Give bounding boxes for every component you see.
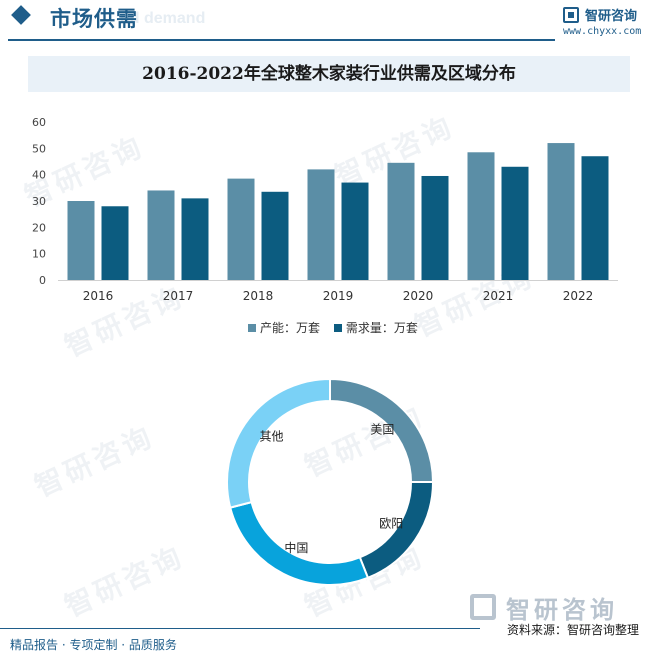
x-tick-label: 2017 <box>163 289 194 303</box>
chart-legend: 产能：万套 需求量：万套 <box>248 319 428 335</box>
y-tick-label: 0 <box>39 274 46 287</box>
donut-slice-label: 中国 <box>284 540 308 555</box>
brand-icon <box>563 7 579 23</box>
x-tick-label: 2021 <box>483 289 514 303</box>
bar-production <box>307 169 335 280</box>
bar-production <box>147 190 175 280</box>
bar-production <box>387 162 415 280</box>
chart-title-band: 2016-2022年全球整木家装行业供需及区域分布 <box>28 56 630 92</box>
bar-demand <box>421 175 449 280</box>
x-tick-label: 2020 <box>403 289 434 303</box>
bar-demand <box>101 206 129 280</box>
chart-title: 2016-2022年全球整木家装行业供需及区域分布 <box>142 64 516 84</box>
donut-slice-label: 其他 <box>260 430 284 444</box>
watermark-text: 智研咨询 <box>59 539 190 624</box>
source-note: 资料来源：智研咨询整理 <box>507 623 640 637</box>
legend-swatch-demand <box>333 324 342 332</box>
bar-demand <box>581 156 609 280</box>
y-tick-label: 60 <box>32 116 46 129</box>
bar-production <box>547 143 575 280</box>
y-tick-label: 50 <box>32 142 46 155</box>
bar-production <box>67 201 95 280</box>
x-tick-label: 2019 <box>323 289 354 303</box>
bar-demand <box>501 166 529 280</box>
legend-item-demand: 需求量：万套 <box>333 319 418 336</box>
legend-label-production: 产能：万套 <box>260 321 321 335</box>
footer-tagline: 精品报告 · 专项定制 · 品质服务 <box>10 638 177 652</box>
page-header: nd demand 市场供需 智研咨询 www.chyxx.com <box>0 0 657 41</box>
section-title: 市场供需 <box>50 7 138 31</box>
brand-name: 智研咨询 <box>585 9 638 24</box>
x-tick-label: 2022 <box>563 289 594 303</box>
legend-item-production: 产能：万套 <box>248 319 320 336</box>
donut-slice-label: 美国 <box>370 423 394 437</box>
footer-logo-icon <box>470 594 496 620</box>
footer-logo: 智研咨询 <box>470 590 650 624</box>
legend-label-demand: 需求量：万套 <box>345 321 418 335</box>
y-tick-label: 10 <box>32 248 46 261</box>
donut-slice-others <box>226 377 331 509</box>
bar-demand <box>341 182 369 280</box>
y-tick-label: 20 <box>32 221 46 234</box>
bar-demand <box>261 191 289 280</box>
bar-demand <box>181 198 209 280</box>
bar-production <box>227 178 255 280</box>
x-tick-label: 2016 <box>83 289 114 303</box>
header-divider <box>8 39 555 41</box>
legend-swatch-production <box>248 324 256 332</box>
donut-slice-label: 欧阳 <box>379 517 403 531</box>
brand-url: www.chyxx.com <box>563 26 642 37</box>
diamond-icon <box>11 5 31 25</box>
bar-chart: 0 10 20 30 40 50 60 2016 2017 2018 2019 2020 2021 202… <box>32 116 618 303</box>
bar-production <box>467 152 495 280</box>
brand-logo: 智研咨询 www.chyxx.com <box>563 4 653 38</box>
y-tick-label: 40 <box>32 169 46 182</box>
x-tick-label: 2018 <box>243 289 274 303</box>
section-title-background-text: nd demand <box>120 10 206 27</box>
footer-logo-text: 智研咨询 <box>506 596 618 624</box>
footer-divider <box>0 628 480 629</box>
watermark-text: 智研咨询 <box>29 419 160 504</box>
y-tick-label: 30 <box>32 195 46 208</box>
